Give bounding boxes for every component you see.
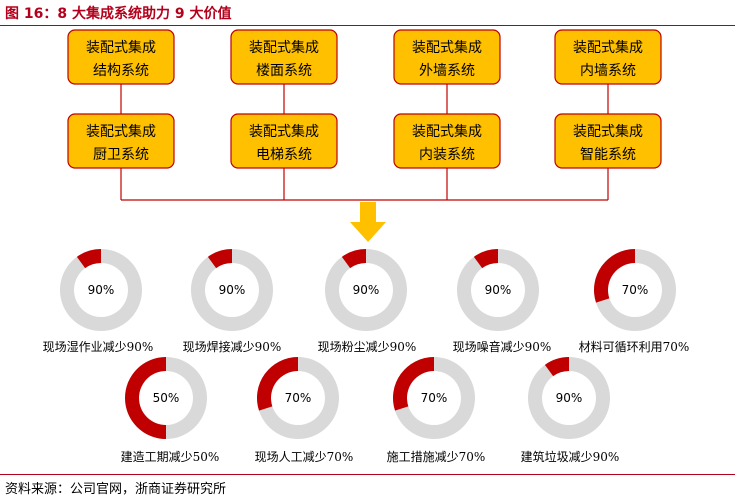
system-box-1	[67, 29, 175, 85]
system-box-4-line2: 内墙系统	[580, 63, 636, 79]
value-label-4: 现场噪音减少90%	[453, 339, 552, 354]
system-box-6-line1: 装配式集成	[249, 123, 319, 140]
source-note: 资料来源：公司官网，浙商证券研究所	[5, 482, 227, 497]
figure-title: 图 16：8 大集成系统助力 9 大价值	[5, 6, 232, 22]
system-box-2	[230, 29, 338, 85]
donut-segment-4	[473, 249, 498, 269]
donut-percent-1: 90%	[88, 283, 115, 297]
donut-segment-8	[392, 357, 434, 411]
donut-ring-3	[324, 249, 407, 331]
system-box-2-line2: 楼面系统	[256, 63, 312, 79]
system-box-8	[554, 113, 662, 169]
system-box-5-line2: 厨卫系统	[93, 147, 149, 163]
system-box-4	[554, 29, 662, 85]
system-box-8-line2: 智能系统	[580, 147, 636, 163]
system-box-4-line1: 装配式集成	[573, 39, 643, 56]
donut-segment-5	[593, 249, 635, 303]
donut-segment-7	[257, 357, 298, 411]
value-label-6: 建造工期减少50%	[121, 450, 220, 464]
system-box-3	[393, 29, 501, 85]
value-label-7: 现场人工减少70%	[255, 450, 354, 464]
system-box-1-line2: 结构系统	[93, 63, 149, 79]
system-box-3-line1: 装配式集成	[412, 39, 482, 56]
donut-percent-7: 70%	[285, 391, 312, 405]
donut-segment-6	[125, 357, 166, 439]
donut-percent-4: 90%	[485, 283, 512, 297]
title-divider	[0, 25, 735, 26]
system-box-8-line1: 装配式集成	[573, 123, 643, 140]
system-box-7-line1: 装配式集成	[412, 123, 482, 140]
value-label-5: 材料可循环利用70%	[579, 340, 690, 354]
system-box-3-line2: 外墙系统	[419, 63, 475, 79]
donut-segment-3	[341, 249, 366, 269]
donut-segment-9	[544, 357, 569, 377]
system-box-7	[393, 113, 501, 169]
donut-percent-3: 90%	[353, 283, 380, 297]
donut-ring-2	[190, 249, 273, 331]
donut-ring-1	[59, 249, 142, 331]
system-box-1-line1: 装配式集成	[86, 39, 156, 56]
source-divider	[0, 474, 735, 475]
value-label-8: 施工措施减少70%	[387, 450, 486, 464]
system-box-2-line1: 装配式集成	[249, 39, 319, 56]
donut-percent-2: 90%	[219, 283, 246, 297]
value-label-3: 现场粉尘减少90%	[318, 340, 417, 354]
donut-segment-2	[207, 249, 232, 269]
system-box-6	[230, 113, 338, 169]
down-arrow-icon	[350, 202, 386, 242]
donut-ring-9	[527, 357, 610, 439]
system-box-6-line2: 电梯系统	[256, 147, 312, 163]
donut-ring-4	[456, 249, 539, 331]
value-label-2: 现场焊接减少90%	[183, 339, 282, 354]
value-label-1: 现场湿作业减少90%	[43, 339, 154, 354]
donut-percent-6: 50%	[153, 391, 180, 405]
donut-percent-8: 70%	[421, 391, 448, 405]
system-box-7-line2: 内装系统	[419, 147, 475, 163]
value-label-9: 建筑垃圾减少90%	[521, 449, 620, 464]
donut-segment-1	[76, 249, 101, 269]
donut-percent-9: 90%	[556, 391, 583, 405]
system-box-5-line1: 装配式集成	[86, 123, 156, 140]
donut-percent-5: 70%	[622, 283, 649, 297]
system-box-5	[67, 113, 175, 169]
